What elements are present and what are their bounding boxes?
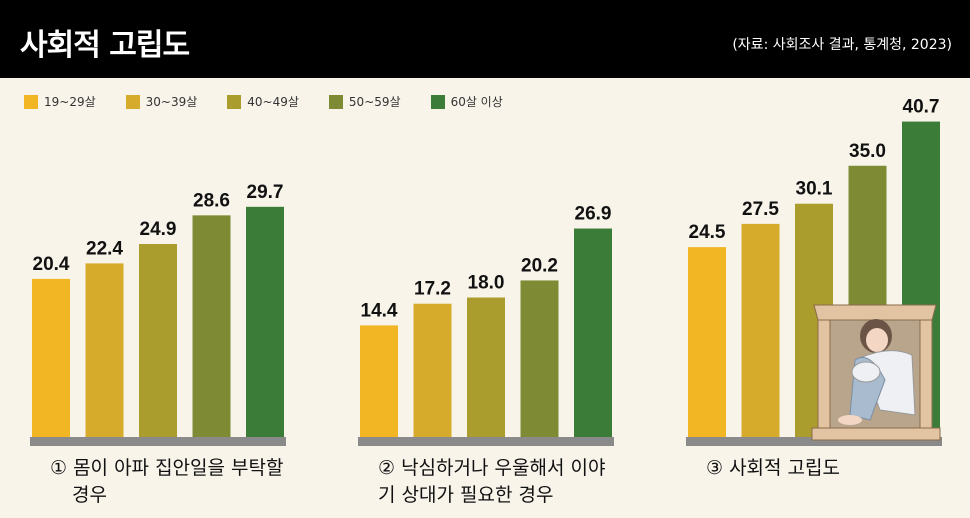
data-label: 17.2 xyxy=(414,279,451,300)
source-note: (자료: 사회조사 결과, 통계청, 2023) xyxy=(732,37,952,53)
legend-label: 60살 이상 xyxy=(450,95,503,109)
baseline-bar xyxy=(30,437,286,446)
bar xyxy=(413,303,452,437)
legend-item: 60살 이상 xyxy=(430,93,503,110)
legend-swatch xyxy=(125,94,140,109)
legend-swatch xyxy=(24,94,38,109)
data-label: 22.4 xyxy=(86,238,123,259)
bar xyxy=(574,228,612,437)
legend-item: 50~59살 xyxy=(328,93,401,110)
bar xyxy=(741,223,780,437)
legend-item: 19~29살 xyxy=(24,93,96,110)
bar xyxy=(360,325,398,437)
data-label: 14.4 xyxy=(361,300,398,321)
legend-label: 40~49살 xyxy=(247,95,299,109)
isolated-person-illustration xyxy=(811,304,941,441)
page-title: 사회적 고립도 xyxy=(20,28,190,63)
bar xyxy=(520,280,559,437)
baseline-bar xyxy=(686,437,942,446)
group-label-line1: ③ 사회적 고립도 xyxy=(706,457,840,479)
legend-swatch xyxy=(227,94,242,109)
data-label: 24.5 xyxy=(689,222,726,243)
data-label: 24.9 xyxy=(140,219,177,240)
bar xyxy=(32,278,70,437)
data-label: 30.1 xyxy=(796,179,833,200)
data-label: 29.7 xyxy=(247,182,284,203)
group-label-line1: ① 몸이 아파 집안일을 부탁할 xyxy=(50,457,284,479)
data-label: 28.6 xyxy=(193,190,230,211)
bar xyxy=(139,244,177,437)
legend-label: 19~29살 xyxy=(44,95,96,109)
legend-swatch xyxy=(430,94,445,109)
data-label: 20.2 xyxy=(521,255,558,276)
bar xyxy=(85,263,124,437)
data-label: 20.4 xyxy=(33,254,70,275)
group-label-line1: ② 낙심하거나 우울해서 이야 xyxy=(378,457,606,479)
baseline-bar xyxy=(358,437,614,446)
group-label-line2: 경우 xyxy=(72,484,107,506)
bar xyxy=(246,206,284,437)
data-label: 26.9 xyxy=(575,204,612,225)
data-label: 27.5 xyxy=(742,199,779,220)
data-label: 35.0 xyxy=(849,141,886,162)
group-label-line2: 기 상대가 필요한 경우 xyxy=(378,484,554,506)
bar xyxy=(688,247,726,437)
data-label: 40.7 xyxy=(903,97,940,118)
bar xyxy=(467,297,505,437)
legend: 19~29살 30~39살 40~49살 50~59살 60살 이상 xyxy=(24,93,533,110)
legend-label: 30~39살 xyxy=(145,95,198,109)
legend-swatch xyxy=(328,94,343,109)
data-label: 18.0 xyxy=(468,273,505,294)
bar xyxy=(192,215,231,437)
legend-item: 40~49살 xyxy=(227,93,299,110)
legend-label: 50~59살 xyxy=(348,95,401,109)
legend-item: 30~39살 xyxy=(125,93,198,110)
header: 사회적 고립도 (자료: 사회조사 결과, 통계청, 2023) xyxy=(0,0,970,78)
group-label: ③ 사회적 고립도 xyxy=(706,455,840,482)
